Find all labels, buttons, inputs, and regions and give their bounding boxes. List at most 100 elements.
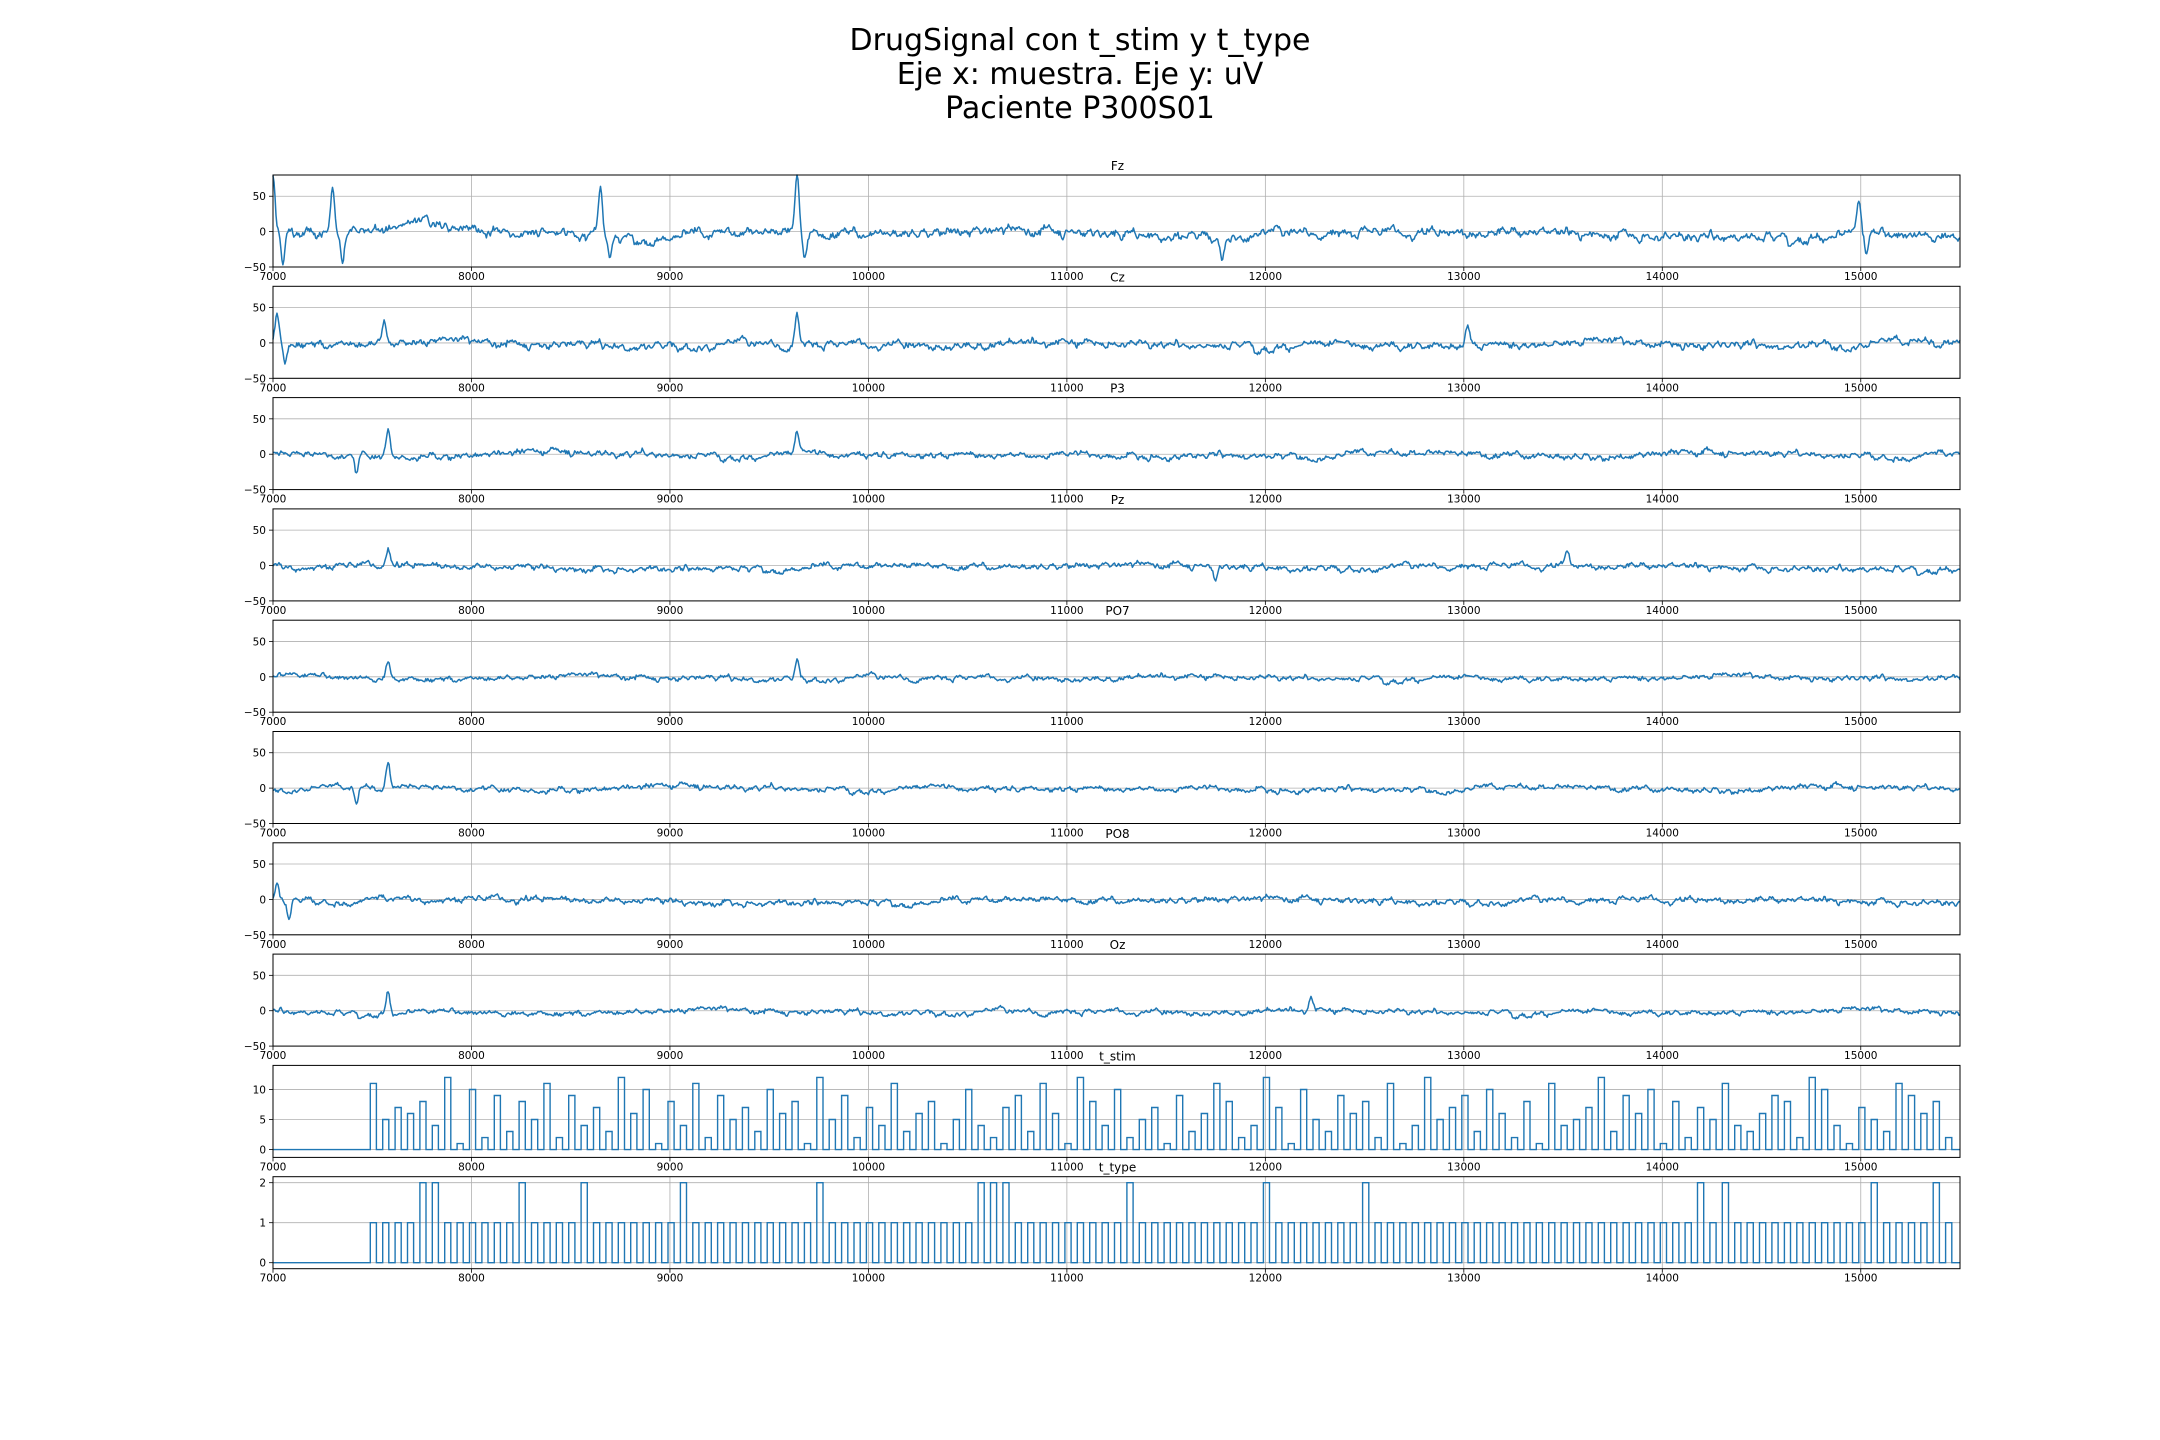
y-tick-label: 50 <box>253 859 266 871</box>
subplot-title-pz: Pz <box>1111 493 1125 507</box>
x-tick-label: 14000 <box>1646 1050 1679 1062</box>
x-tick-label: 14000 <box>1646 494 1679 506</box>
x-tick-label: 7000 <box>260 382 287 394</box>
axes-frame-pz <box>272 508 1961 602</box>
x-tick-label: 13000 <box>1447 939 1480 951</box>
y-tick-label: 0 <box>259 449 266 461</box>
x-tick-label: 11000 <box>1050 494 1083 506</box>
x-tick-label: 7000 <box>260 939 287 951</box>
subplot-title-t-type: t_type <box>1099 1161 1137 1175</box>
x-tick-label: 11000 <box>1050 271 1083 283</box>
y-tick-label: 0 <box>259 1258 266 1270</box>
x-tick-label: 12000 <box>1249 716 1282 728</box>
y-tick-label: 50 <box>253 414 266 426</box>
y-tick-label: 50 <box>253 525 266 537</box>
axes-frame-fz <box>272 174 1961 268</box>
y-tick-label: 1 <box>259 1218 266 1230</box>
series-line-po8 <box>272 882 1961 921</box>
x-tick-label: 11000 <box>1050 1161 1083 1173</box>
x-tick-label: 13000 <box>1447 494 1480 506</box>
series-line-p3 <box>272 428 1961 474</box>
x-tick-label: 11000 <box>1050 828 1083 840</box>
y-tick-label: 50 <box>253 191 266 203</box>
x-tick-label: 9000 <box>657 716 684 728</box>
figure-title-line-1: DrugSignal con t_stim y t_type <box>849 23 1311 58</box>
x-tick-label: 10000 <box>852 494 885 506</box>
x-tick-label: 8000 <box>458 1273 485 1285</box>
x-tick-label: 15000 <box>1844 271 1877 283</box>
x-tick-label: 9000 <box>657 605 684 617</box>
x-tick-label: 12000 <box>1249 1273 1282 1285</box>
x-tick-label: 14000 <box>1646 1273 1679 1285</box>
x-tick-label: 12000 <box>1249 605 1282 617</box>
axes-frame-po7 <box>272 619 1961 713</box>
y-tick-label: 5 <box>259 1115 266 1127</box>
subplot-title-t-stim: t_stim <box>1099 1049 1136 1063</box>
subplot-title-cz: Cz <box>1110 270 1125 284</box>
y-tick-label: 0 <box>259 783 266 795</box>
x-tick-label: 8000 <box>458 271 485 283</box>
figure-title-line-2: Eje x: muestra. Eje y: uV <box>896 57 1264 92</box>
x-tick-label: 8000 <box>458 939 485 951</box>
subplot-title-fz: Fz <box>1111 159 1124 173</box>
y-tick-label: 0 <box>259 1006 266 1018</box>
subplot-title-p3: P3 <box>1110 382 1125 396</box>
x-tick-label: 13000 <box>1447 271 1480 283</box>
series-line-oz <box>272 991 1961 1020</box>
x-tick-label: 15000 <box>1844 494 1877 506</box>
x-tick-label: 14000 <box>1646 382 1679 394</box>
x-tick-label: 9000 <box>657 939 684 951</box>
x-tick-label: 8000 <box>458 716 485 728</box>
x-tick-label: 11000 <box>1050 716 1083 728</box>
series-step-t-type <box>273 1181 1960 1264</box>
x-tick-label: 15000 <box>1844 605 1877 617</box>
x-tick-label: 9000 <box>657 1161 684 1173</box>
x-tick-label: 14000 <box>1646 828 1679 840</box>
y-tick-label: −50 <box>244 262 266 274</box>
y-tick-label: 50 <box>253 970 266 982</box>
y-tick-label: 0 <box>259 561 266 573</box>
series-line-pz <box>272 547 1961 582</box>
x-tick-label: 7000 <box>260 494 287 506</box>
x-tick-label: 12000 <box>1249 494 1282 506</box>
x-tick-label: 8000 <box>458 1050 485 1062</box>
series-line-unlabeled-5 <box>272 761 1961 805</box>
x-tick-label: 14000 <box>1646 1161 1679 1173</box>
x-tick-label: 15000 <box>1844 1050 1877 1062</box>
axes-frame-cz <box>272 285 1961 379</box>
subplot-title-po8: PO8 <box>1105 827 1129 841</box>
x-tick-label: 8000 <box>458 605 485 617</box>
y-tick-label: 0 <box>259 227 266 239</box>
x-tick-label: 11000 <box>1050 1273 1083 1285</box>
series-line-po7 <box>272 658 1961 686</box>
x-tick-label: 12000 <box>1249 828 1282 840</box>
x-tick-label: 12000 <box>1249 1161 1282 1173</box>
x-tick-label: 15000 <box>1844 1273 1877 1285</box>
x-tick-label: 15000 <box>1844 939 1877 951</box>
x-tick-label: 13000 <box>1447 382 1480 394</box>
x-tick-label: 14000 <box>1646 939 1679 951</box>
axes-frame-unlabeled-5 <box>272 731 1961 824</box>
subplot-title-oz: Oz <box>1110 938 1126 952</box>
x-tick-label: 11000 <box>1050 939 1083 951</box>
y-tick-label: 0 <box>259 338 266 350</box>
y-tick-label: −50 <box>244 596 266 608</box>
x-tick-label: 8000 <box>458 828 485 840</box>
x-tick-label: 10000 <box>852 939 885 951</box>
x-tick-label: 13000 <box>1447 828 1480 840</box>
x-tick-label: 7000 <box>260 828 287 840</box>
y-tick-label: 10 <box>253 1084 266 1096</box>
x-tick-label: 14000 <box>1646 271 1679 283</box>
x-tick-label: 11000 <box>1050 1050 1083 1062</box>
x-tick-label: 7000 <box>260 1050 287 1062</box>
series-step-t-stim <box>272 1076 1961 1151</box>
x-tick-label: 9000 <box>657 271 684 283</box>
x-tick-label: 10000 <box>852 716 885 728</box>
y-tick-label: 0 <box>259 894 266 906</box>
axes-frame-po8 <box>272 842 1961 936</box>
x-tick-label: 12000 <box>1249 1050 1282 1062</box>
x-tick-label: 8000 <box>458 494 485 506</box>
x-tick-label: 10000 <box>852 1273 885 1285</box>
x-tick-label: 15000 <box>1844 382 1877 394</box>
